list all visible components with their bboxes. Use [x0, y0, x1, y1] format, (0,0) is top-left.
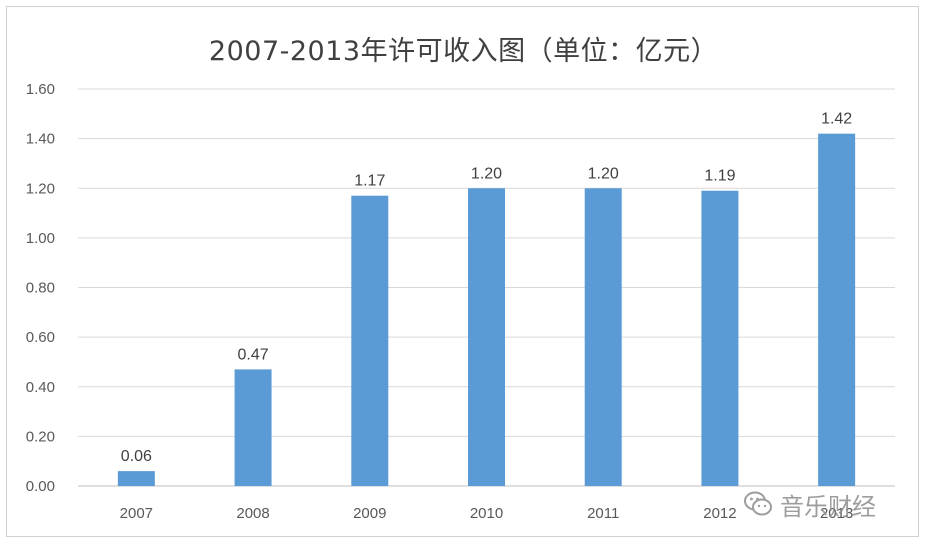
wechat-icon: [744, 491, 772, 516]
x-tick-label: 2007: [120, 505, 153, 522]
x-tick-label: 2008: [236, 505, 269, 522]
chart-frame: 2007-2013年许可收入图（单位：亿元）: [6, 6, 919, 537]
data-label-2011: 1.20: [588, 165, 619, 182]
y-axis: 0.00 0.20 0.40 0.60 0.80 1.00 1.20 1.40 1.60: [26, 81, 55, 495]
bar-2010: [468, 188, 505, 486]
data-label-2007: 0.06: [121, 448, 152, 465]
data-label-2012: 1.19: [704, 168, 735, 185]
data-label-2010: 1.20: [471, 165, 502, 182]
y-tick-label: 0.20: [26, 428, 55, 445]
x-tick-label: 2011: [587, 505, 619, 522]
chart-title: 2007-2013年许可收入图（单位：亿元）: [208, 36, 719, 67]
y-tick-label: 1.60: [26, 81, 55, 98]
y-tick-label: 0.60: [26, 329, 55, 346]
x-axis: 2007 2008 2009 2010 2011 2012 2013: [120, 505, 854, 522]
data-label-2013: 1.42: [821, 111, 852, 128]
bar-2008: [234, 369, 272, 486]
data-labels: 0.06 0.47 1.17 1.20 1.20 1.19 1.42: [121, 111, 853, 465]
data-label-2009: 1.17: [354, 173, 385, 190]
x-tick-label: 2010: [470, 505, 503, 522]
bars: [117, 133, 856, 486]
x-tick-label: 2012: [703, 505, 736, 522]
y-tick-label: 0.00: [26, 478, 55, 495]
y-tick-label: 1.40: [26, 131, 55, 148]
bar-2011: [584, 188, 622, 486]
y-tick-label: 1.20: [26, 180, 55, 197]
y-tick-label: 0.80: [26, 280, 55, 297]
x-tick-label: 2009: [353, 505, 386, 522]
watermark: 音乐财经: [742, 484, 876, 524]
bar-2007: [117, 471, 155, 486]
bar-2009: [351, 195, 389, 486]
y-tick-label: 1.00: [26, 230, 55, 247]
bar-2012: [701, 190, 739, 486]
data-label-2008: 0.47: [238, 346, 269, 363]
bar-2013: [818, 133, 856, 486]
watermark-text: 音乐财经: [780, 492, 876, 521]
y-tick-label: 0.40: [26, 379, 55, 396]
x-tick-label: 2013: [820, 505, 853, 522]
